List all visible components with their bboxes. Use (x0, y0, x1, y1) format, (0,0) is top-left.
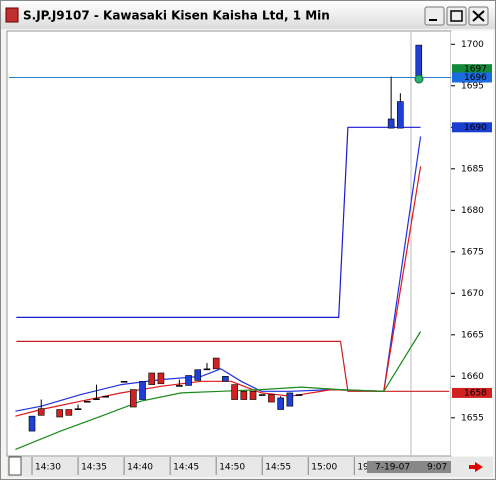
candle-body (139, 380, 146, 400)
x-tick-label: 14:40 (127, 463, 153, 473)
x-tick-label: 14:35 (81, 463, 107, 473)
y-tick-label: 1695 (461, 81, 484, 91)
cursor-time: 9:07 (427, 463, 447, 473)
candle-body (194, 369, 202, 381)
scroll-arrow[interactable] (469, 462, 483, 472)
candle-body (286, 392, 294, 407)
app-icon (5, 7, 19, 23)
candle-body (212, 357, 220, 370)
candle-body (222, 376, 229, 382)
y-tick-label: 1655 (461, 413, 484, 423)
indicator-line (15, 331, 422, 450)
y-tick-label: 1670 (461, 289, 484, 299)
candle-body (102, 395, 109, 398)
y-tick-label: 1675 (461, 247, 484, 257)
indicator-line (16, 340, 450, 392)
indicator-line (16, 126, 421, 318)
candle-body (387, 118, 395, 129)
candle-body (185, 375, 192, 386)
candle-body (258, 394, 266, 396)
candle-body (130, 389, 137, 408)
title-bar (1, 1, 495, 29)
candle-body (28, 415, 36, 432)
candle-body (176, 385, 183, 387)
price-flag-label: 1658 (464, 388, 487, 398)
price-flag (452, 387, 492, 398)
price-flag (452, 72, 492, 83)
cursor-marker (414, 74, 424, 84)
candle-body (148, 372, 156, 385)
x-tick-label: 14:45 (173, 463, 199, 473)
price-flag-label: 1696 (464, 73, 487, 83)
x-tick-label: 19- (357, 463, 372, 473)
y-tick-label: 1660 (461, 372, 484, 382)
candle-body (93, 398, 100, 401)
window-title: S.JP.J9107 - Kawasaki Kisen Kaisha Ltd, … (23, 9, 330, 23)
plot-area (6, 30, 452, 457)
x-tick-label: 14:55 (265, 463, 291, 473)
candle-body (249, 390, 257, 400)
y-tick-label: 1680 (461, 206, 484, 216)
candle-body (120, 380, 128, 383)
candle-body (157, 372, 165, 385)
price-flag-label: 1690 (464, 123, 487, 133)
y-axis-area (451, 31, 493, 456)
close-button[interactable] (468, 6, 489, 26)
candle-body (65, 409, 73, 416)
x-tick-label: 15:00 (311, 463, 337, 473)
candle-body (268, 394, 275, 403)
candle-body (83, 400, 91, 403)
candle-body (415, 44, 423, 77)
candle-body (277, 397, 284, 410)
candle-body (295, 394, 303, 396)
cursor-date-box (367, 461, 451, 473)
candle-body (74, 408, 82, 410)
y-tick-label: 1685 (461, 164, 484, 174)
scroll-box[interactable] (8, 456, 22, 476)
y-tick-label: 1665 (461, 330, 484, 340)
minimize-button[interactable] (424, 6, 445, 26)
candle-body (37, 408, 45, 416)
candle-body (203, 368, 211, 371)
price-flag (452, 64, 492, 75)
candle-body (397, 101, 404, 129)
price-flag-label: 1697 (464, 65, 487, 75)
x-tick-label: 14:30 (35, 463, 61, 473)
price-flag (452, 122, 492, 133)
maximize-button[interactable] (446, 6, 467, 26)
cursor-date: 7-19-07 (375, 463, 410, 473)
candle-body (56, 409, 63, 418)
candle-body (231, 384, 238, 400)
x-tick-label: 14:50 (219, 463, 245, 473)
y-tick-label: 1700 (461, 40, 484, 50)
candle-body (240, 390, 248, 400)
